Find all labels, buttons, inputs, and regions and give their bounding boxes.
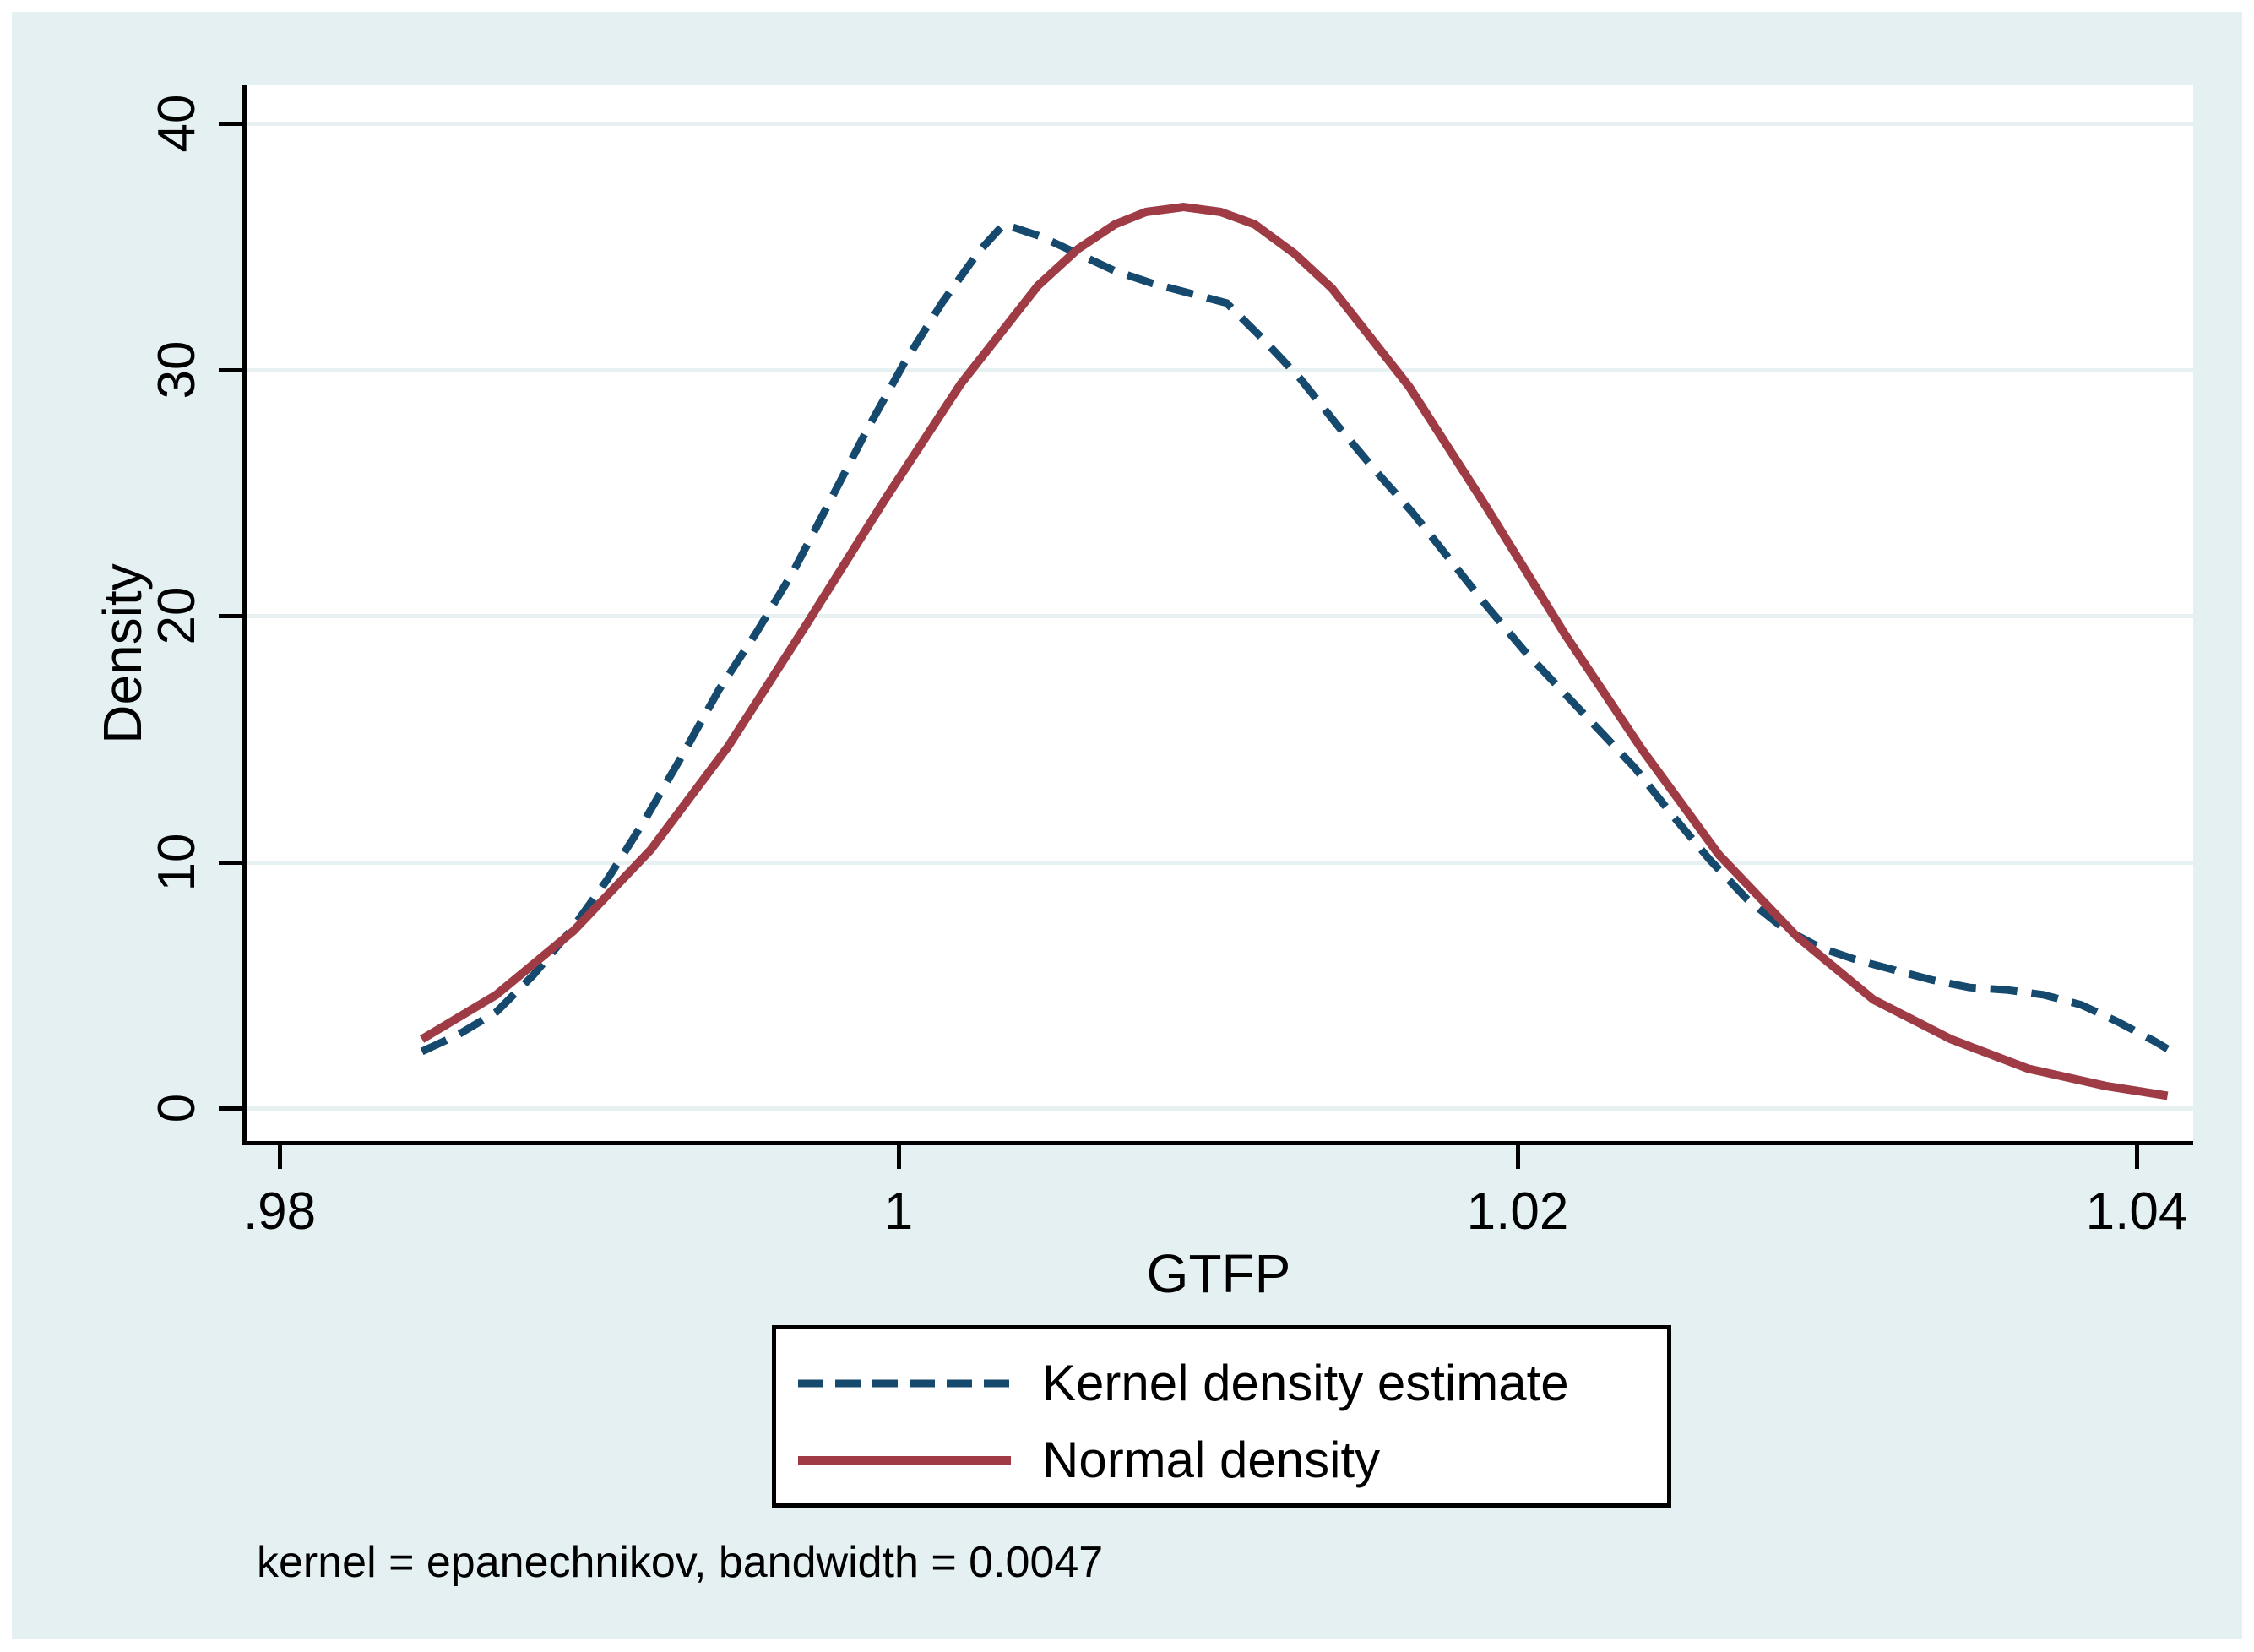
- legend-label-normal: Normal density: [1042, 1432, 1381, 1488]
- bandwidth-note: kernel = epanechnikov, bandwidth = 0.004…: [257, 1538, 1104, 1587]
- x-tick-1.04: [2135, 1145, 2139, 1169]
- x-tick-label-1.04: 1.04: [2085, 1182, 2188, 1241]
- y-tick-0: [219, 1106, 242, 1111]
- x-tick-1.02: [1516, 1145, 1520, 1169]
- legend-row-kernel: Kernel density estimate: [776, 1356, 1667, 1410]
- y-tick-label-30: 30: [148, 340, 206, 399]
- y-tick-label-0: 0: [148, 1093, 206, 1123]
- x-axis-title: GTFP: [1146, 1243, 1291, 1304]
- gridline-y-10: [244, 860, 2193, 865]
- x-tick-.98: [278, 1145, 282, 1169]
- gridline-y-40: [244, 122, 2193, 126]
- legend-label-kernel: Kernel density estimate: [1042, 1355, 1569, 1411]
- y-tick-label-10: 10: [148, 833, 206, 891]
- y-tick-label-20: 20: [148, 586, 206, 645]
- legend-row-normal: Normal density: [776, 1433, 1667, 1487]
- x-axis-line: [242, 1141, 2193, 1145]
- x-tick-label-.98: .98: [242, 1182, 317, 1241]
- y-axis-title: Density: [92, 563, 153, 744]
- y-axis-line: [242, 85, 247, 1145]
- gridline-y-0: [244, 1106, 2193, 1111]
- normal-density-line-swatch: [798, 1456, 1011, 1465]
- kernel-density-line-swatch: [798, 1379, 1011, 1388]
- legend-box: Kernel density estimate Normal density: [772, 1325, 1671, 1508]
- gridline-y-20: [244, 614, 2193, 618]
- gridline-y-30: [244, 367, 2193, 372]
- y-tick-20: [219, 614, 242, 618]
- y-tick-30: [219, 367, 242, 372]
- chart-canvas: 0 10 20 30 40 .98 1 1.02 1.04 Density GTFP Kern…: [12, 12, 2242, 1639]
- y-tick-40: [219, 122, 242, 126]
- x-tick-1: [897, 1145, 901, 1169]
- x-tick-label-1: 1: [883, 1182, 914, 1241]
- plot-area: [244, 85, 2193, 1143]
- y-tick-label-40: 40: [148, 94, 206, 153]
- y-tick-10: [219, 860, 242, 865]
- x-tick-label-1.02: 1.02: [1466, 1182, 1569, 1241]
